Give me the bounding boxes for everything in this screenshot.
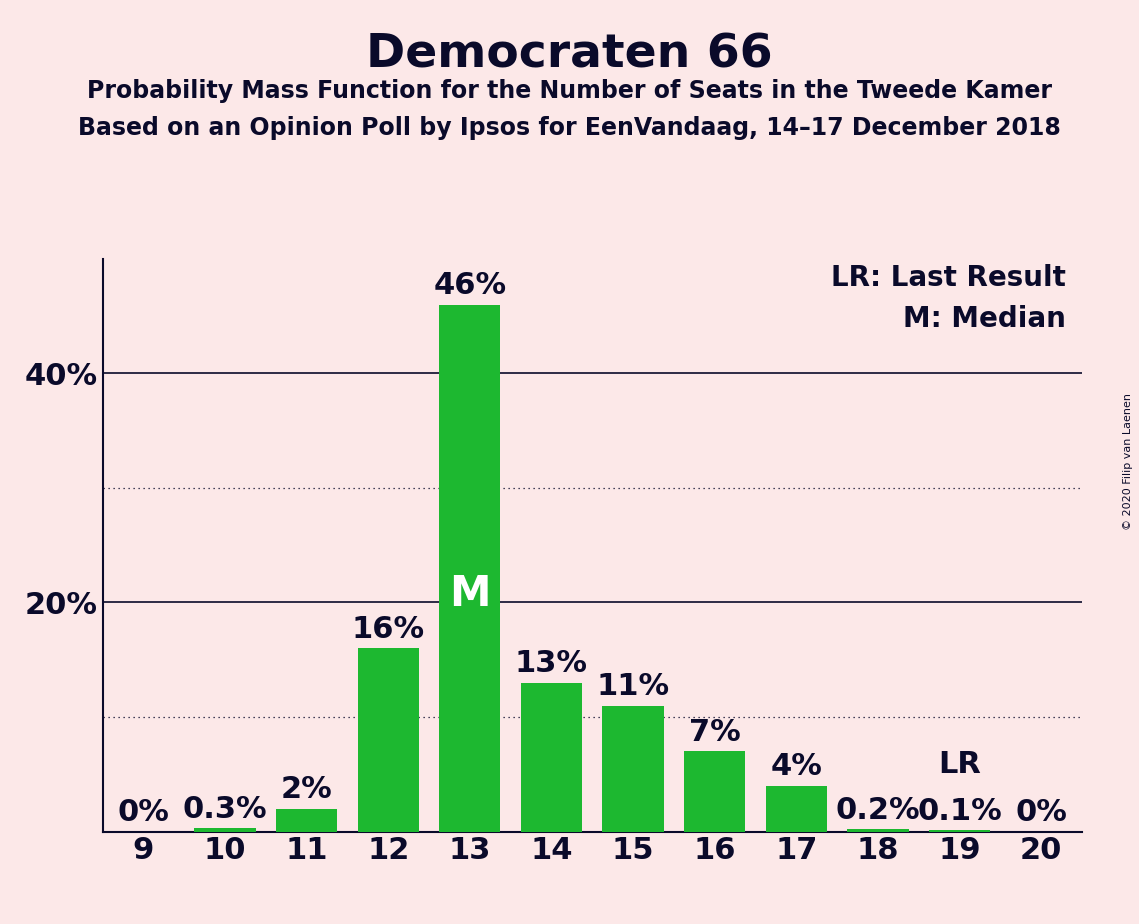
Text: 0.3%: 0.3% <box>182 795 268 823</box>
Text: Based on an Opinion Poll by Ipsos for EenVandaag, 14–17 December 2018: Based on an Opinion Poll by Ipsos for Ee… <box>79 116 1060 140</box>
Text: Probability Mass Function for the Number of Seats in the Tweede Kamer: Probability Mass Function for the Number… <box>87 79 1052 103</box>
Text: 0%: 0% <box>1015 798 1067 827</box>
Text: Democraten 66: Democraten 66 <box>366 32 773 78</box>
Text: 7%: 7% <box>689 718 740 747</box>
Bar <box>276 808 337 832</box>
Bar <box>847 830 909 832</box>
Bar <box>358 649 419 832</box>
Bar <box>440 305 500 832</box>
Text: M: Median: M: Median <box>903 305 1066 333</box>
Text: 2%: 2% <box>280 775 333 804</box>
Bar <box>195 828 255 832</box>
Text: 4%: 4% <box>770 752 822 781</box>
Text: LR: LR <box>939 750 981 779</box>
Text: © 2020 Filip van Laenen: © 2020 Filip van Laenen <box>1123 394 1133 530</box>
Bar <box>765 785 827 832</box>
Bar <box>685 751 745 832</box>
Text: 0.1%: 0.1% <box>917 796 1002 826</box>
Text: 0.2%: 0.2% <box>836 796 920 825</box>
Text: 16%: 16% <box>352 614 425 644</box>
Bar <box>603 706 664 832</box>
Text: 0%: 0% <box>117 798 170 827</box>
Text: 11%: 11% <box>597 672 670 701</box>
Bar <box>929 831 990 832</box>
Text: M: M <box>449 574 491 615</box>
Bar <box>521 683 582 832</box>
Text: 13%: 13% <box>515 649 588 678</box>
Text: 46%: 46% <box>433 271 507 300</box>
Text: LR: Last Result: LR: Last Result <box>830 264 1066 293</box>
